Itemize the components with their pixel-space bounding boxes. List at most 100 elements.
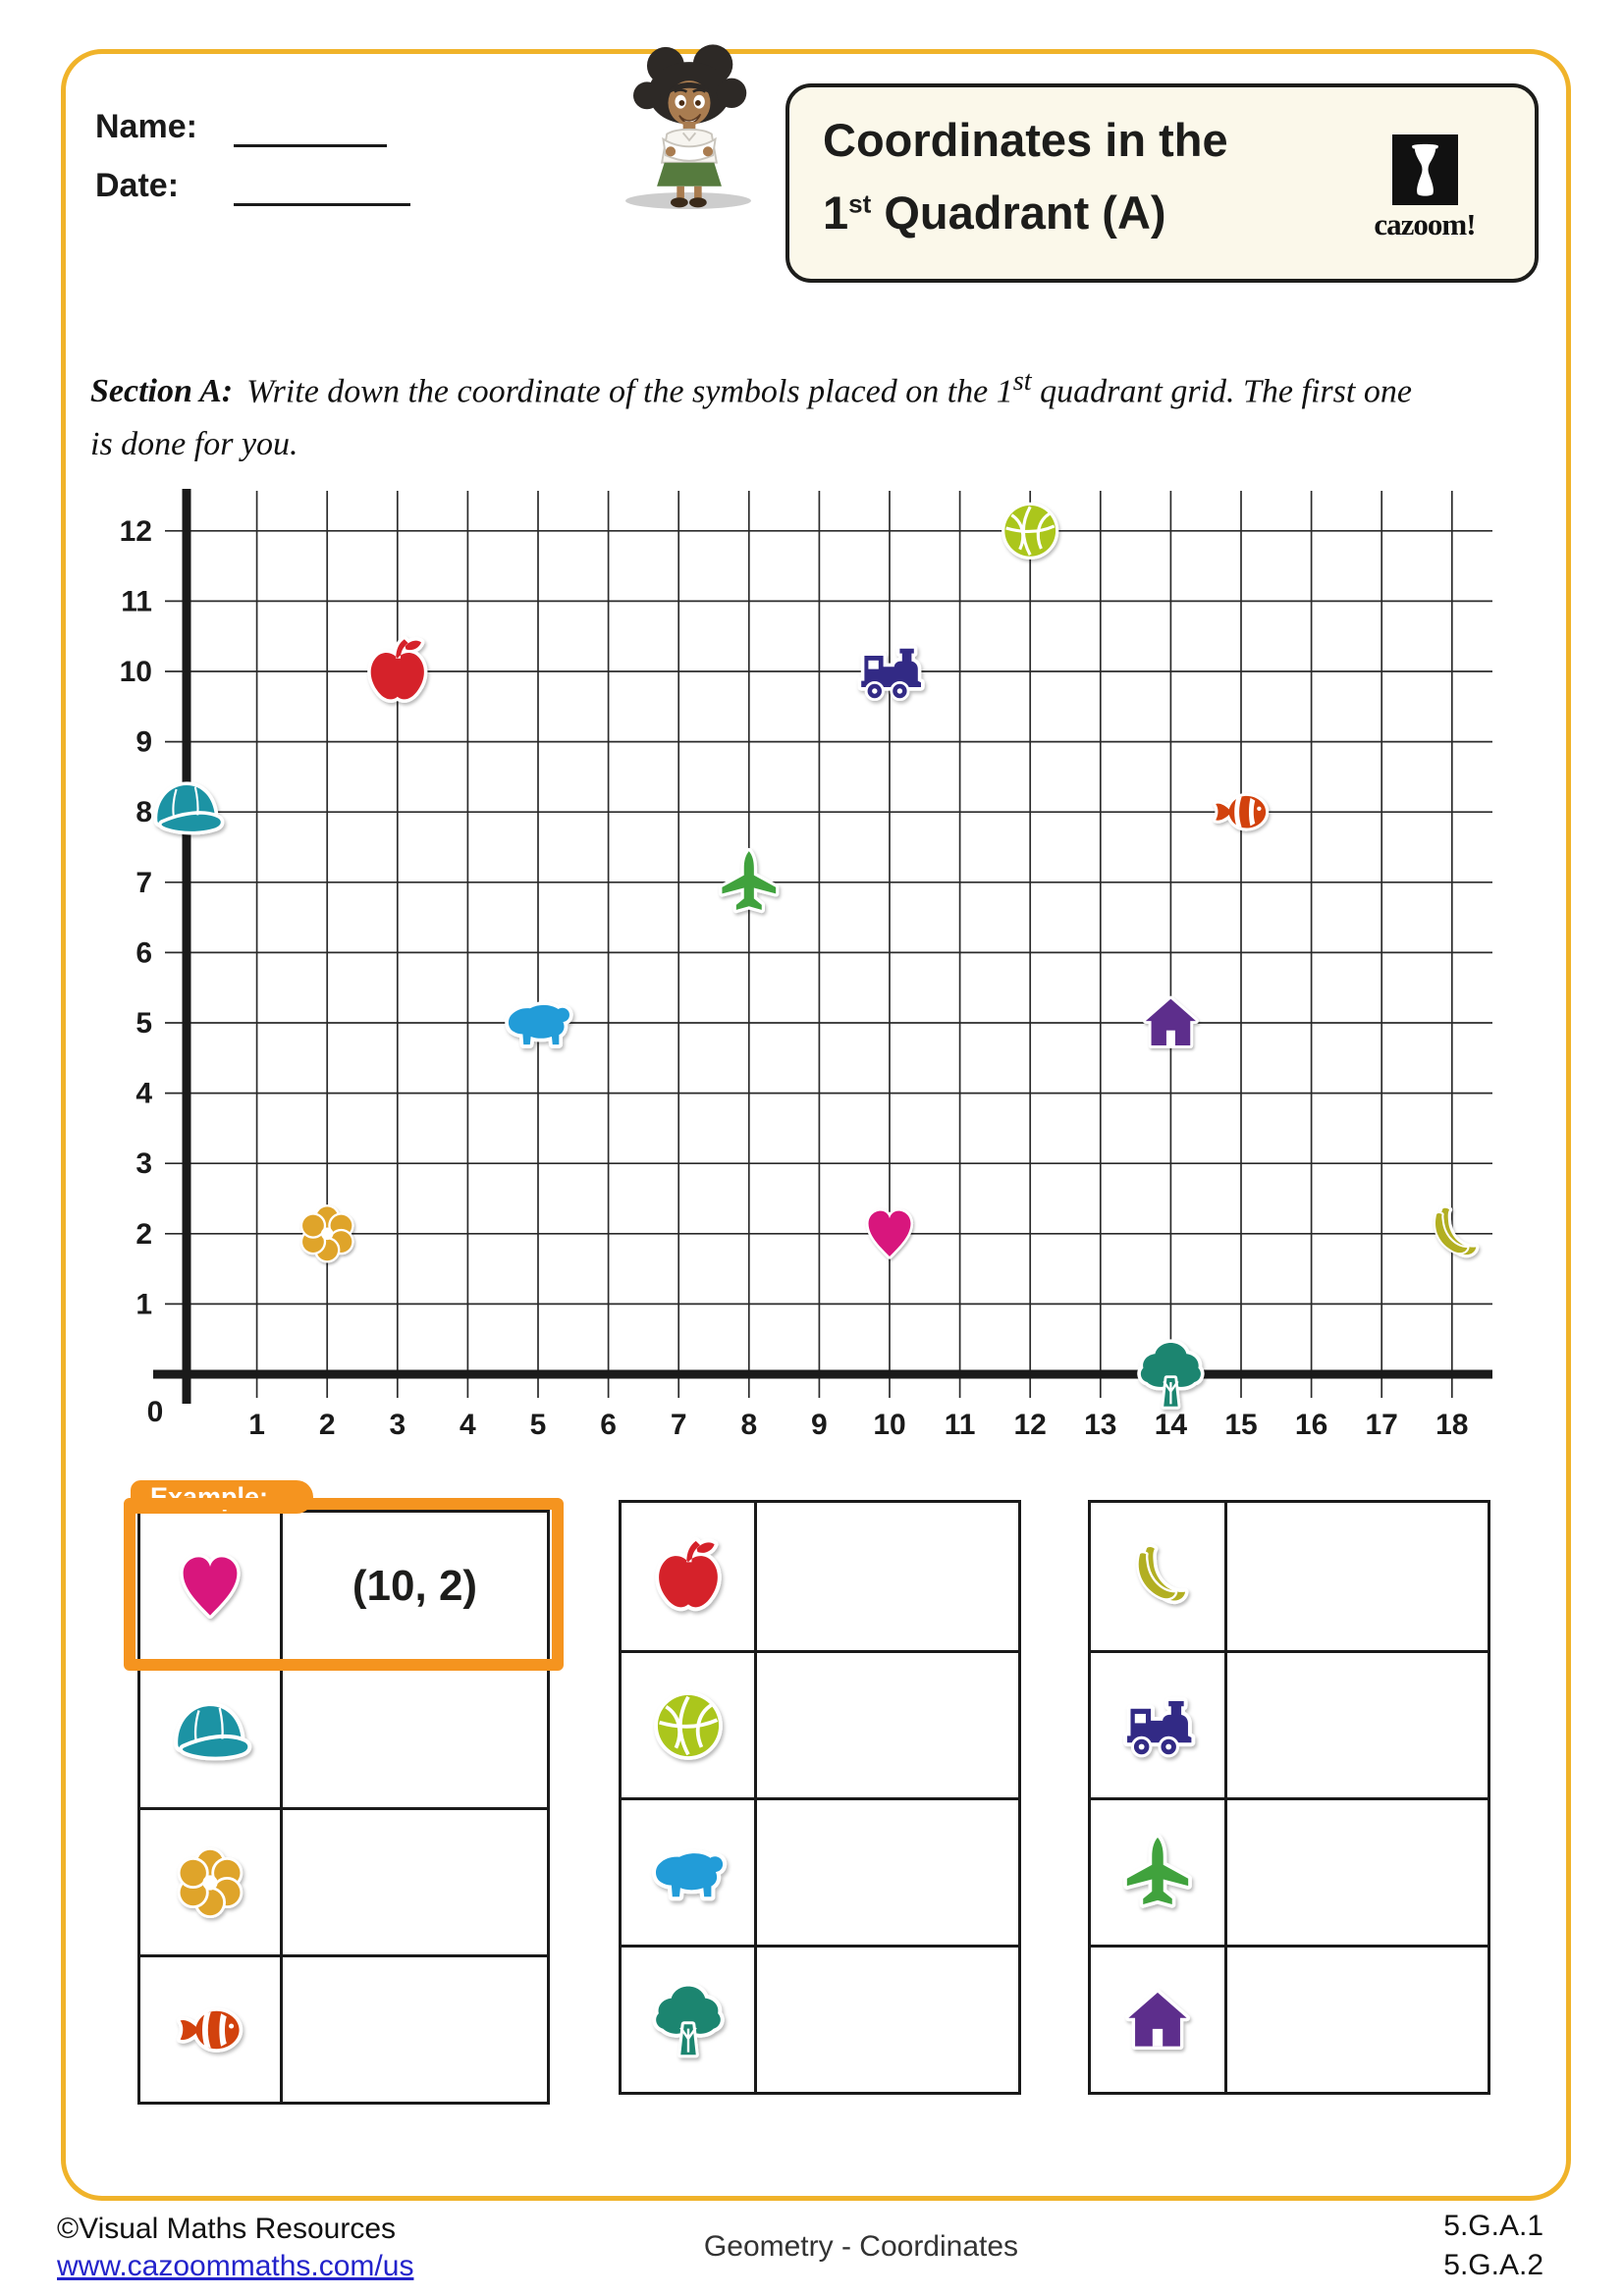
answer-text: (10, 2) — [352, 1562, 478, 1610]
answer-cell-clownfish[interactable] — [283, 1957, 547, 2102]
airplane-icon — [1123, 1833, 1192, 1908]
x-axis-label: 15 — [1224, 1409, 1257, 1441]
answer-row-cap — [140, 1660, 547, 1807]
girl-shadow — [625, 192, 751, 209]
girl-mascot-illustration — [633, 44, 747, 208]
cazoom-logo: cazoom! — [1366, 134, 1484, 242]
section-a-label: Section A: — [90, 373, 234, 410]
x-axis-label: 14 — [1155, 1409, 1188, 1441]
cap-symbol — [153, 781, 225, 835]
title-box: Coordinates in the 1st Quadrant (A) cazo… — [785, 83, 1539, 283]
x-axis-label: 18 — [1435, 1409, 1468, 1441]
answer-table-right — [1088, 1500, 1490, 2095]
heart-cell — [140, 1513, 283, 1660]
x-axis-label: 9 — [811, 1409, 828, 1441]
train-symbol — [857, 645, 925, 702]
airplane-cell — [1091, 1800, 1227, 1945]
date-label: Date: — [95, 167, 180, 204]
section-a-line2: is done for you. — [90, 426, 298, 463]
bananas-symbol — [1434, 1204, 1480, 1258]
footer-topic: Geometry - Coordinates — [703, 2230, 1019, 2263]
cap-icon — [174, 1701, 252, 1761]
footer-standards: 5.G.A.1 5.G.A.2 — [1443, 2207, 1543, 2285]
apple-cell — [622, 1503, 757, 1650]
x-axis-label: 17 — [1366, 1409, 1398, 1441]
date-input-line[interactable] — [234, 203, 410, 206]
title-line2: 1st Quadrant (A) — [823, 186, 1166, 239]
train-icon — [1123, 1696, 1196, 1757]
origin-label: 0 — [147, 1396, 164, 1428]
answer-table-middle — [619, 1500, 1021, 2095]
answer-cell-basketball[interactable] — [757, 1653, 1018, 1797]
basketball-cell — [622, 1653, 757, 1797]
copyright-text: ©Visual Maths Resources — [57, 2213, 397, 2245]
answer-row-bear — [622, 1797, 1018, 1945]
example-label: Example: — [150, 1482, 269, 1512]
x-axis-label: 3 — [389, 1409, 406, 1441]
answer-cell-bananas[interactable] — [1227, 1503, 1488, 1650]
flower-icon — [177, 1846, 244, 1918]
answer-cell-flower[interactable] — [283, 1810, 547, 1954]
answer-cell-bear[interactable] — [757, 1800, 1018, 1945]
cazoom-logo-icon — [1391, 134, 1458, 205]
bear-symbol — [505, 1001, 573, 1048]
y-axis-label: 1 — [135, 1288, 152, 1320]
y-axis-label: 4 — [135, 1078, 152, 1110]
apple-icon — [654, 1537, 722, 1612]
section-a-instructions: Section A: Write down the coordinate of t… — [90, 366, 1412, 463]
answer-cell-heart[interactable]: (10, 2) — [283, 1513, 547, 1660]
y-axis-label: 5 — [135, 1007, 152, 1040]
clownfish-cell — [140, 1957, 283, 2102]
y-axis-label: 6 — [135, 936, 152, 969]
cazoom-logo-text: cazoom! — [1374, 207, 1476, 241]
answer-row-house — [1091, 1945, 1488, 2092]
clownfish-symbol — [1213, 792, 1270, 831]
house-symbol — [1142, 995, 1199, 1048]
answer-cell-train[interactable] — [1227, 1653, 1488, 1797]
airplane-symbol — [719, 847, 780, 914]
page-title: Coordinates in the 1st Quadrant (A) — [823, 109, 1228, 244]
answer-cell-cap[interactable] — [283, 1663, 547, 1807]
answer-row-apple — [622, 1503, 1018, 1650]
flower-cell — [140, 1810, 283, 1954]
answer-cell-house[interactable] — [1227, 1948, 1488, 2092]
x-axis-label: 1 — [248, 1409, 265, 1441]
y-axis-label: 12 — [120, 515, 152, 548]
example-tab: Example: — [131, 1480, 313, 1514]
answer-row-bananas — [1091, 1503, 1488, 1650]
x-axis-label: 4 — [460, 1409, 476, 1441]
y-axis-label: 10 — [120, 656, 152, 688]
answer-cell-airplane[interactable] — [1227, 1800, 1488, 1945]
answer-cell-apple[interactable] — [757, 1503, 1018, 1650]
name-label: Name: — [95, 108, 197, 145]
cap-cell — [140, 1663, 283, 1807]
bear-cell — [622, 1800, 757, 1945]
answer-row-heart: (10, 2) — [140, 1513, 547, 1660]
answer-row-basketball — [622, 1650, 1018, 1797]
answer-cell-tree[interactable] — [757, 1948, 1018, 2092]
basketball-icon — [653, 1690, 723, 1760]
x-axis-label: 13 — [1084, 1409, 1116, 1441]
answer-table-left: (10, 2) — [137, 1510, 550, 2105]
name-input-line[interactable] — [234, 144, 387, 147]
x-axis-label: 5 — [530, 1409, 547, 1441]
answer-row-clownfish — [140, 1954, 547, 2102]
website-link[interactable]: www.cazoommaths.com/us — [57, 2250, 414, 2282]
house-cell — [1091, 1948, 1227, 2092]
y-axis-label: 7 — [135, 867, 152, 899]
standard-1: 5.G.A.1 — [1443, 2210, 1543, 2242]
answer-row-flower — [140, 1807, 547, 1954]
answer-row-train — [1091, 1650, 1488, 1797]
x-axis-label: 10 — [873, 1409, 905, 1441]
y-axis-label: 3 — [135, 1148, 152, 1180]
x-axis-label: 7 — [671, 1409, 687, 1441]
answer-row-airplane — [1091, 1797, 1488, 1945]
bananas-icon — [1136, 1543, 1189, 1604]
train-cell — [1091, 1653, 1227, 1797]
title-line1: Coordinates in the — [823, 114, 1228, 166]
x-axis-label: 11 — [945, 1409, 976, 1441]
heart-symbol — [865, 1207, 914, 1259]
bear-icon — [651, 1848, 727, 1900]
